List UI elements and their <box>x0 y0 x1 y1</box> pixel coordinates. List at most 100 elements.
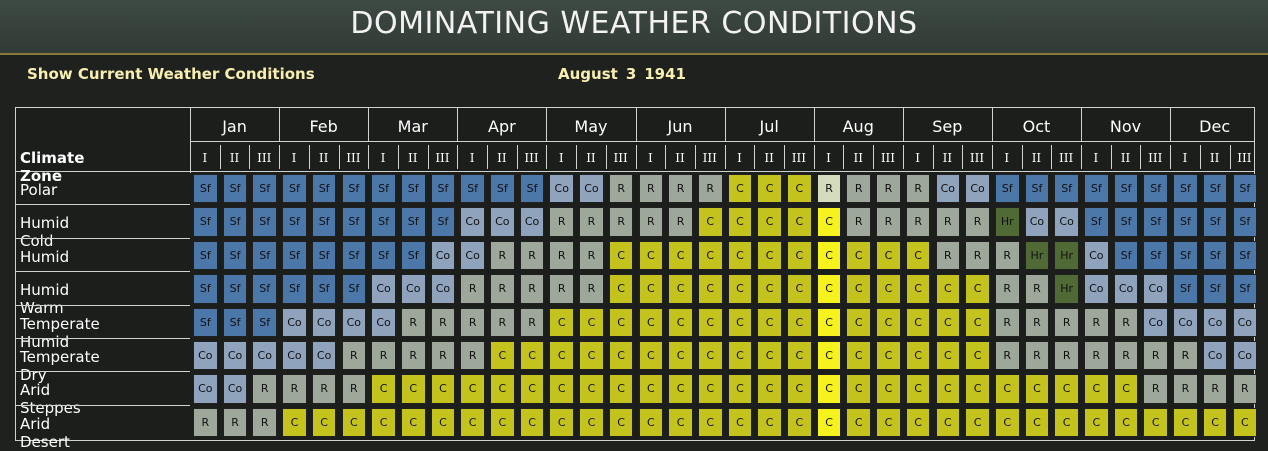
weather-cell[interactable]: C <box>816 374 842 404</box>
weather-cell[interactable]: C <box>816 274 842 304</box>
weather-cell[interactable]: R <box>430 307 456 337</box>
weather-cell[interactable]: R <box>608 174 634 204</box>
weather-cell[interactable]: Co <box>400 274 426 304</box>
weather-cell[interactable]: Sf <box>519 174 545 204</box>
weather-cell[interactable]: Co <box>430 240 456 271</box>
weather-cell[interactable]: C <box>1202 407 1228 438</box>
weather-cell[interactable]: C <box>965 407 990 438</box>
weather-cell[interactable]: Co <box>1024 207 1050 237</box>
weather-cell[interactable]: R <box>282 374 307 404</box>
weather-cell[interactable]: C <box>608 341 634 371</box>
weather-cell[interactable]: Co <box>222 341 248 371</box>
weather-cell[interactable]: C <box>727 274 753 304</box>
weather-cell[interactable]: R <box>1143 374 1169 404</box>
weather-cell[interactable]: R <box>430 341 456 371</box>
weather-cell[interactable]: C <box>1054 374 1079 404</box>
weather-cell[interactable]: C <box>757 374 782 404</box>
weather-cell[interactable]: Sf <box>490 174 515 204</box>
weather-cell[interactable]: R <box>252 407 278 438</box>
weather-cell[interactable]: C <box>549 307 575 337</box>
weather-cell[interactable]: R <box>579 207 604 237</box>
weather-cell[interactable]: C <box>341 407 367 438</box>
weather-cell[interactable]: C <box>608 274 634 304</box>
weather-cell[interactable]: Co <box>1054 207 1079 237</box>
weather-cell[interactable]: R <box>668 174 693 204</box>
weather-cell[interactable]: Co <box>341 307 367 337</box>
weather-cell[interactable]: Sf <box>371 174 396 204</box>
weather-cell[interactable]: Co <box>1084 274 1109 304</box>
weather-cell[interactable]: R <box>668 207 693 237</box>
weather-cell[interactable]: R <box>460 307 485 337</box>
weather-cell[interactable]: Sf <box>252 174 278 204</box>
weather-cell[interactable]: Co <box>460 240 485 271</box>
weather-cell[interactable]: Sf <box>994 174 1020 204</box>
weather-cell[interactable]: Sf <box>1232 207 1258 237</box>
weather-cell[interactable]: C <box>876 240 901 271</box>
weather-cell[interactable]: C <box>1024 374 1050 404</box>
weather-cell[interactable]: R <box>1024 307 1050 337</box>
weather-cell[interactable]: Co <box>935 174 961 204</box>
weather-cell[interactable]: C <box>965 274 990 304</box>
weather-cell[interactable]: R <box>965 240 990 271</box>
weather-cell[interactable]: R <box>1084 307 1109 337</box>
weather-cell[interactable]: C <box>668 307 693 337</box>
weather-cell[interactable]: R <box>1024 341 1050 371</box>
weather-cell[interactable]: C <box>935 341 961 371</box>
weather-cell[interactable]: C <box>846 407 872 438</box>
weather-cell[interactable]: C <box>1113 407 1139 438</box>
weather-cell[interactable]: R <box>935 207 961 237</box>
weather-cell[interactable]: R <box>311 374 337 404</box>
weather-cell[interactable]: Sf <box>1143 207 1169 237</box>
weather-cell[interactable]: C <box>371 374 396 404</box>
weather-cell[interactable]: Sf <box>1232 174 1258 204</box>
weather-cell[interactable]: C <box>846 274 872 304</box>
weather-cell[interactable]: Sf <box>1024 174 1050 204</box>
weather-cell[interactable]: C <box>638 341 664 371</box>
weather-cell[interactable]: Co <box>282 341 307 371</box>
weather-cell[interactable]: C <box>905 307 931 337</box>
weather-cell[interactable]: C <box>994 407 1020 438</box>
weather-cell[interactable]: Sf <box>1202 274 1228 304</box>
weather-cell[interactable]: Co <box>549 174 575 204</box>
weather-cell[interactable]: C <box>697 374 723 404</box>
weather-cell[interactable]: C <box>905 274 931 304</box>
weather-cell[interactable]: R <box>549 207 575 237</box>
weather-cell[interactable]: Co <box>282 307 307 337</box>
weather-cell[interactable]: C <box>1113 374 1139 404</box>
weather-cell[interactable]: Co <box>193 374 218 404</box>
weather-cell[interactable]: Sf <box>252 274 278 304</box>
weather-cell[interactable]: Sf <box>341 174 367 204</box>
weather-cell[interactable]: Sf <box>1113 240 1139 271</box>
weather-cell[interactable]: C <box>697 307 723 337</box>
weather-cell[interactable]: R <box>519 274 545 304</box>
weather-cell[interactable]: C <box>490 407 515 438</box>
weather-cell[interactable]: Sf <box>400 207 426 237</box>
weather-cell[interactable]: C <box>400 407 426 438</box>
weather-cell[interactable]: Sf <box>222 174 248 204</box>
weather-cell[interactable]: Co <box>1173 307 1198 337</box>
weather-cell[interactable]: Sf <box>371 207 396 237</box>
weather-cell[interactable]: C <box>430 374 456 404</box>
weather-cell[interactable]: C <box>787 341 812 371</box>
weather-cell[interactable]: C <box>757 174 782 204</box>
weather-cell[interactable]: Sf <box>193 274 218 304</box>
weather-cell[interactable]: Sf <box>1202 207 1228 237</box>
weather-cell[interactable]: R <box>935 240 961 271</box>
weather-cell[interactable]: Co <box>252 341 278 371</box>
weather-cell[interactable]: C <box>697 207 723 237</box>
weather-cell[interactable]: Co <box>579 174 604 204</box>
weather-cell[interactable]: C <box>579 341 604 371</box>
weather-cell[interactable]: C <box>311 407 337 438</box>
weather-cell[interactable]: C <box>935 374 961 404</box>
weather-cell[interactable]: C <box>1143 407 1169 438</box>
weather-cell[interactable]: C <box>668 341 693 371</box>
weather-cell[interactable]: C <box>549 374 575 404</box>
weather-cell[interactable]: R <box>1173 374 1198 404</box>
weather-cell[interactable]: C <box>846 240 872 271</box>
weather-cell[interactable]: C <box>638 274 664 304</box>
weather-cell[interactable]: C <box>876 374 901 404</box>
weather-cell[interactable]: R <box>341 341 367 371</box>
weather-cell[interactable]: Sf <box>311 240 337 271</box>
weather-cell[interactable]: R <box>1054 307 1079 337</box>
weather-cell[interactable]: Co <box>1143 307 1169 337</box>
